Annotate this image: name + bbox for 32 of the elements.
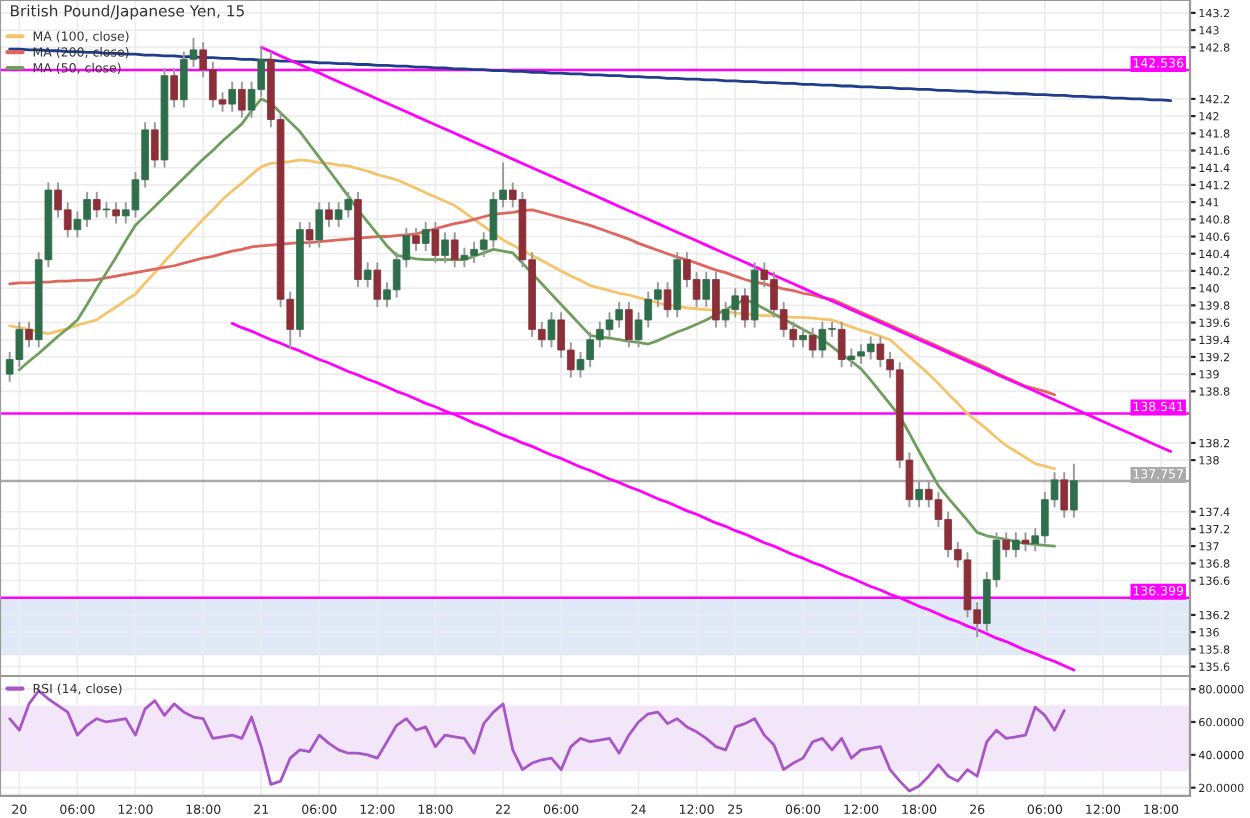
candlestick: [421, 221, 430, 252]
candlestick: [799, 327, 807, 348]
candlestick: [625, 301, 633, 348]
candlestick: [450, 232, 459, 268]
candlestick: [228, 81, 236, 112]
candlestick: [112, 202, 120, 224]
candlestick: [1070, 463, 1078, 518]
candlestick: [1060, 472, 1069, 518]
candlestick: [663, 281, 672, 318]
candlestick: [92, 191, 101, 218]
candlestick: [1002, 532, 1010, 558]
candlestick: [547, 312, 556, 348]
line-series: [8, 158, 1056, 471]
candlestick: [25, 321, 33, 348]
candlestick: [363, 262, 372, 288]
candlestick: [741, 288, 749, 328]
candlestick: [808, 327, 817, 358]
candlestick: [305, 221, 314, 248]
candlestick: [325, 202, 333, 228]
candlestick: [238, 81, 246, 118]
candlestick: [702, 271, 711, 308]
candlestick: [441, 232, 449, 264]
candlestick: [837, 321, 846, 368]
candlestick: [315, 202, 324, 248]
candlestick: [150, 122, 159, 168]
candlestick: [412, 227, 420, 252]
candlestick: [170, 67, 178, 108]
candlestick: [712, 271, 720, 328]
candlestick: [431, 221, 440, 264]
candlestick: [373, 262, 382, 308]
candlestick: [1012, 532, 1020, 558]
candlestick: [915, 481, 923, 508]
